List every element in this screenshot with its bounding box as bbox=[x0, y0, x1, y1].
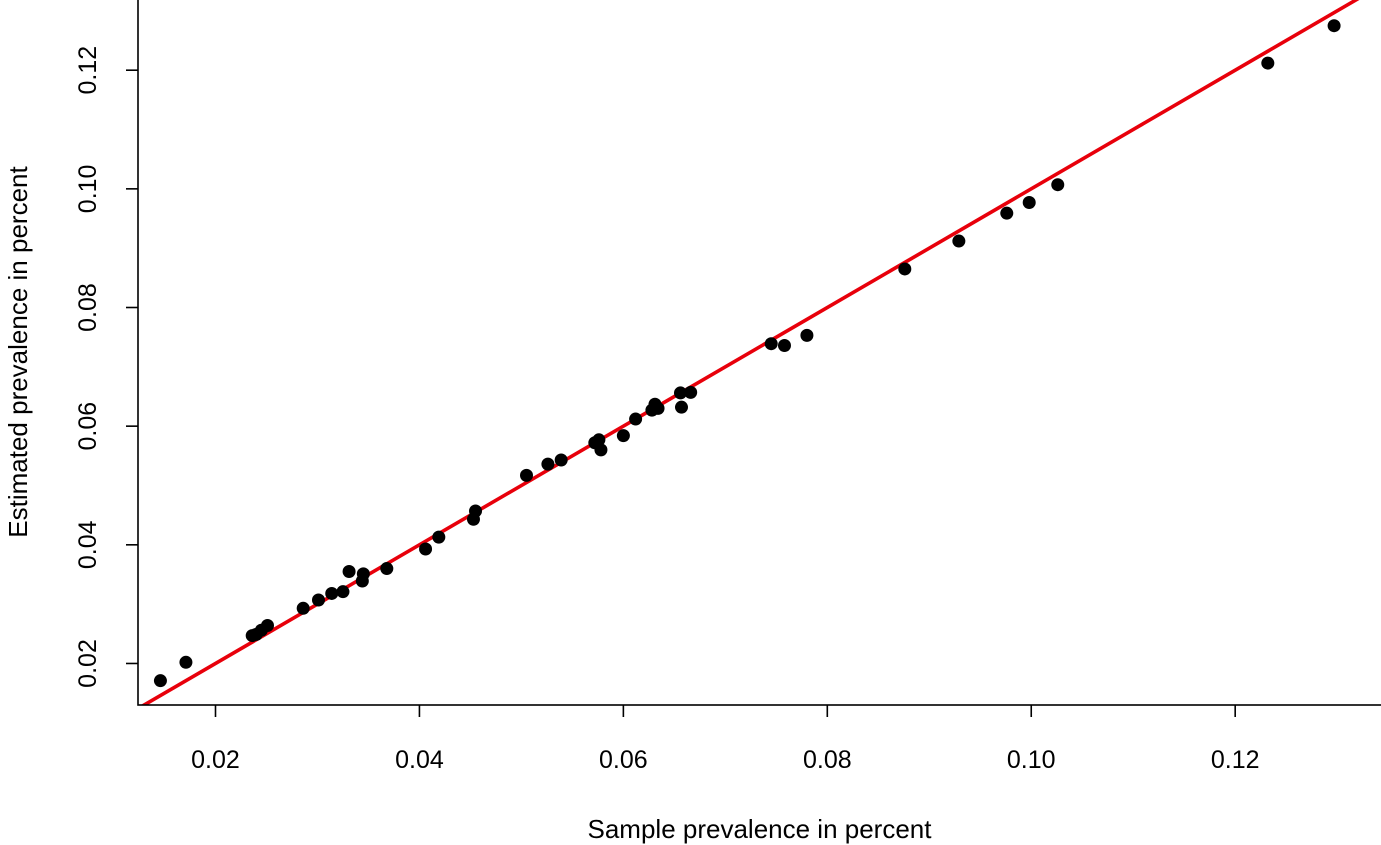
data-point bbox=[432, 530, 446, 544]
data-point bbox=[261, 619, 275, 633]
y-tick-label: 0.08 bbox=[74, 283, 102, 332]
y-tick-label: 0.12 bbox=[74, 46, 102, 95]
y-tick-label: 0.10 bbox=[74, 165, 102, 214]
x-tick-label: 0.04 bbox=[395, 746, 444, 774]
y-tick-label: 0.02 bbox=[74, 639, 102, 688]
data-point bbox=[1022, 195, 1036, 209]
data-point bbox=[800, 328, 814, 342]
x-tick-label: 0.12 bbox=[1211, 746, 1260, 774]
data-point bbox=[952, 234, 966, 248]
data-point bbox=[629, 412, 643, 426]
data-point bbox=[153, 674, 167, 688]
x-tick-label: 0.02 bbox=[191, 746, 240, 774]
data-point bbox=[356, 567, 370, 581]
y-axis: 0.02 0.04 0.06 0.08 0.10 0.12 bbox=[74, 46, 138, 688]
data-point bbox=[296, 601, 310, 615]
data-point bbox=[1327, 19, 1341, 33]
data-point bbox=[419, 542, 433, 556]
data-point bbox=[311, 593, 325, 607]
data-point bbox=[684, 385, 698, 399]
data-point bbox=[469, 504, 483, 518]
data-point bbox=[616, 429, 630, 443]
data-point bbox=[594, 443, 608, 457]
data-point bbox=[898, 262, 912, 276]
y-tick-label: 0.06 bbox=[74, 402, 102, 451]
x-axis: 0.02 0.04 0.06 0.08 0.10 0.12 bbox=[191, 705, 1260, 774]
data-point bbox=[651, 401, 665, 415]
data-point bbox=[1000, 206, 1014, 220]
data-point bbox=[336, 585, 350, 599]
data-point bbox=[592, 433, 606, 447]
x-tick-label: 0.08 bbox=[803, 746, 852, 774]
data-point bbox=[554, 453, 568, 467]
x-axis-title: Sample prevalence in percent bbox=[588, 814, 933, 844]
data-point bbox=[179, 655, 193, 669]
plot-frame bbox=[137, 0, 1381, 706]
data-point bbox=[1051, 178, 1065, 192]
data-point bbox=[342, 565, 356, 579]
data-point bbox=[541, 457, 555, 471]
x-tick-label: 0.06 bbox=[599, 746, 648, 774]
data-point bbox=[520, 468, 534, 482]
plot-area bbox=[140, 0, 1360, 705]
data-point bbox=[764, 337, 778, 351]
data-point bbox=[777, 338, 791, 352]
y-axis-title: Estimated prevalence in percent bbox=[3, 166, 33, 538]
data-point bbox=[674, 400, 688, 414]
data-point bbox=[673, 386, 687, 400]
y-tick-label: 0.04 bbox=[74, 520, 102, 569]
data-point bbox=[325, 586, 339, 600]
data-point bbox=[1261, 56, 1275, 70]
data-point bbox=[380, 562, 394, 576]
x-tick-label: 0.10 bbox=[1007, 746, 1056, 774]
